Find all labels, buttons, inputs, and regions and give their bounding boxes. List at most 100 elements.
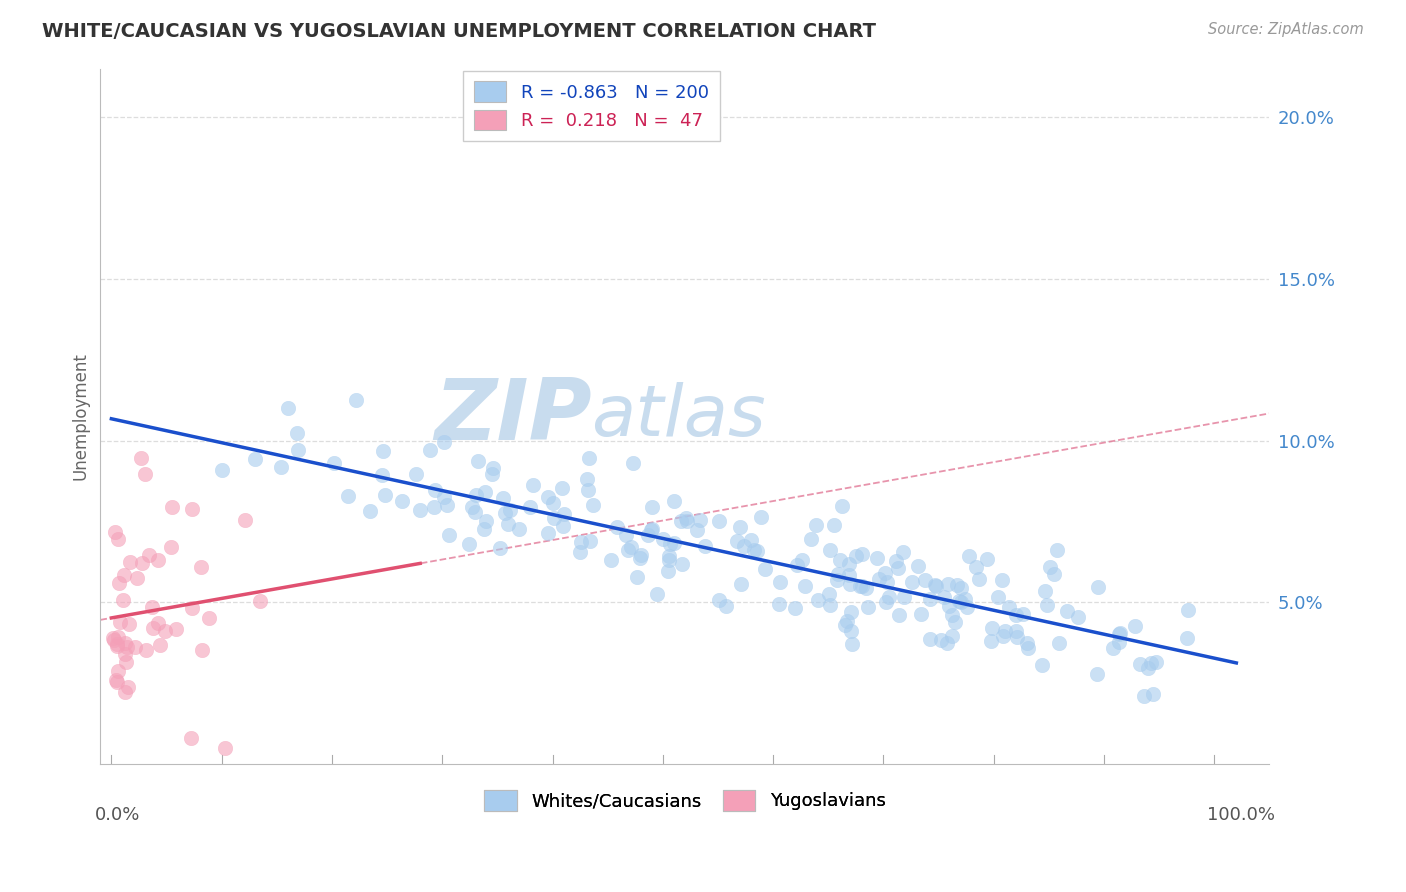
Point [754, 562, 776, 576]
Point [243, 451, 266, 466]
Point [135, 643, 157, 657]
Point [322, 456, 344, 470]
Point [124, 640, 146, 655]
Point [652, 532, 675, 546]
Point [1102, 641, 1125, 656]
Point [851, 579, 873, 593]
Point [662, 494, 685, 508]
Point [957, 549, 980, 563]
Point [662, 536, 685, 550]
Point [472, 522, 495, 536]
Point [146, 552, 169, 566]
Point [1005, 630, 1028, 644]
Point [190, 560, 212, 574]
Point [851, 547, 873, 561]
Point [579, 534, 602, 549]
Point [669, 515, 692, 529]
Point [149, 639, 172, 653]
Point [138, 548, 160, 562]
Point [891, 545, 914, 559]
Point [270, 460, 292, 475]
Point [866, 550, 889, 565]
Point [131, 450, 153, 465]
Point [433, 435, 456, 450]
Point [887, 561, 910, 575]
Point [893, 590, 915, 604]
Point [1087, 580, 1109, 594]
Point [181, 601, 204, 615]
Point [876, 574, 898, 589]
Point [749, 510, 772, 524]
Point [153, 624, 176, 639]
Point [938, 599, 960, 613]
Point [1004, 624, 1026, 639]
Point [405, 467, 427, 482]
Point [107, 637, 129, 651]
Point [111, 593, 134, 607]
Point [1039, 559, 1062, 574]
Point [1033, 583, 1056, 598]
Point [142, 621, 165, 635]
Point [827, 567, 849, 582]
Point [967, 573, 990, 587]
Point [211, 462, 233, 476]
Point [198, 611, 221, 625]
Point [889, 608, 911, 623]
Point [733, 539, 755, 553]
Point [621, 456, 644, 470]
Point [180, 501, 202, 516]
Point [1031, 657, 1053, 672]
Point [108, 615, 131, 629]
Point [457, 537, 479, 551]
Point [117, 680, 139, 694]
Point [657, 565, 679, 579]
Point [114, 685, 136, 699]
Point [419, 442, 441, 457]
Point [103, 631, 125, 645]
Point [873, 566, 896, 580]
Point [1129, 657, 1152, 671]
Point [675, 514, 697, 528]
Point [344, 392, 367, 407]
Point [481, 467, 503, 481]
Point [838, 557, 860, 571]
Point [1139, 656, 1161, 670]
Point [818, 543, 841, 558]
Point [537, 490, 560, 504]
Point [551, 482, 574, 496]
Point [1017, 641, 1039, 656]
Point [488, 541, 510, 555]
Point [965, 560, 987, 574]
Point [945, 577, 967, 591]
Point [1108, 634, 1130, 648]
Point [1175, 631, 1198, 645]
Point [831, 500, 853, 514]
Point [868, 572, 890, 586]
Point [998, 599, 1021, 614]
Point [537, 526, 560, 541]
Point [105, 673, 128, 687]
Text: 100.0%: 100.0% [1208, 806, 1275, 824]
Point [107, 532, 129, 546]
Point [287, 442, 309, 457]
Point [991, 573, 1014, 587]
Point [620, 540, 643, 554]
Point [114, 647, 136, 661]
Point [686, 524, 709, 538]
Point [436, 499, 458, 513]
Point [900, 574, 922, 589]
Point [630, 549, 652, 563]
Point [108, 576, 131, 591]
Point [1017, 636, 1039, 650]
Point [499, 502, 522, 516]
Point [125, 571, 148, 585]
Point [118, 616, 141, 631]
Point [107, 664, 129, 678]
Point [980, 633, 1002, 648]
Point [675, 510, 697, 524]
Point [141, 600, 163, 615]
Point [492, 491, 515, 506]
Point [834, 618, 856, 632]
Point [987, 590, 1010, 604]
Point [641, 500, 664, 514]
